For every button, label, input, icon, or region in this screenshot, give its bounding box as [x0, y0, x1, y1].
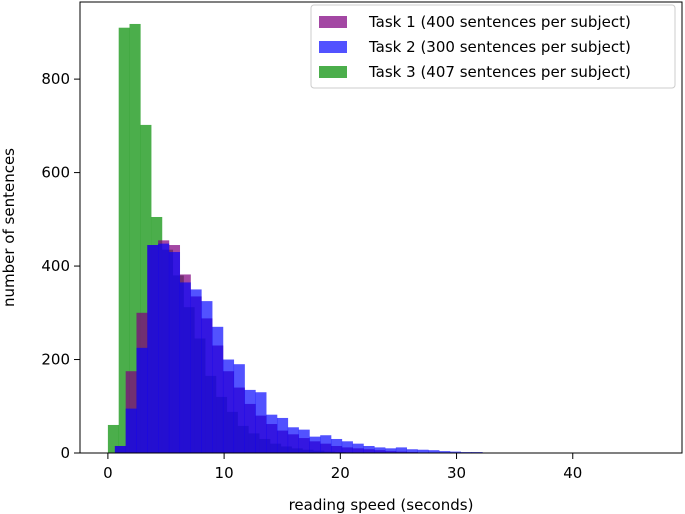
y-tick-label: 200: [41, 351, 70, 369]
legend-label: Task 1 (400 sentences per subject): [368, 13, 631, 31]
bar: [352, 443, 364, 453]
legend-swatch: [319, 16, 347, 28]
bar: [276, 417, 289, 453]
bar: [309, 436, 321, 453]
legend-label: Task 3 (407 sentences per subject): [368, 63, 631, 81]
bar: [114, 445, 126, 453]
bar: [406, 449, 418, 453]
legend-box: [310, 4, 676, 89]
bar: [212, 326, 224, 453]
bar: [287, 427, 299, 453]
bar: [439, 451, 451, 453]
series-2: [114, 243, 516, 453]
x-tick-label: 20: [331, 464, 350, 482]
bar: [244, 389, 256, 453]
bar: [158, 243, 170, 453]
x-axis-label: reading speed (seconds): [289, 496, 474, 514]
bar: [449, 451, 462, 453]
legend: Task 1 (400 sentences per subject) Task 2…: [310, 4, 676, 89]
bar: [140, 124, 152, 453]
bar: [147, 245, 159, 453]
x-tick-label: 0: [103, 464, 113, 482]
bar: [395, 447, 407, 453]
bar: [298, 429, 310, 453]
bars-layer: [107, 23, 516, 454]
bar: [374, 447, 386, 453]
bar: [320, 435, 332, 453]
y-tick-label: 800: [41, 70, 70, 88]
bar: [201, 301, 213, 453]
plot-frame: [79, 1, 683, 454]
y-tick-label: 0: [60, 444, 70, 462]
y-tick-label: 600: [41, 164, 70, 182]
bar: [341, 441, 353, 453]
bar: [222, 359, 235, 453]
bar: [417, 449, 429, 453]
legend-swatch: [319, 41, 347, 53]
bar: [125, 408, 137, 453]
bar: [255, 392, 267, 453]
bar: [118, 27, 130, 454]
bar: [136, 347, 148, 453]
x-tick-label: 10: [215, 464, 234, 482]
bar: [233, 364, 245, 453]
bar: [428, 450, 440, 453]
bar: [168, 252, 181, 453]
legend-label: Task 2 (300 sentences per subject): [368, 38, 631, 56]
bar: [385, 448, 397, 453]
bar: [363, 445, 375, 453]
x-tick-label: 40: [563, 464, 582, 482]
bar: [331, 438, 343, 453]
y-tick-label: 400: [41, 257, 70, 275]
bar: [190, 289, 202, 453]
bar: [129, 23, 141, 454]
x-tick-label: 30: [447, 464, 466, 482]
bar: [107, 424, 119, 453]
legend-swatch: [319, 66, 347, 78]
y-axis-label: number of sentences: [0, 148, 18, 307]
bar: [179, 282, 191, 453]
bar: [266, 414, 278, 453]
